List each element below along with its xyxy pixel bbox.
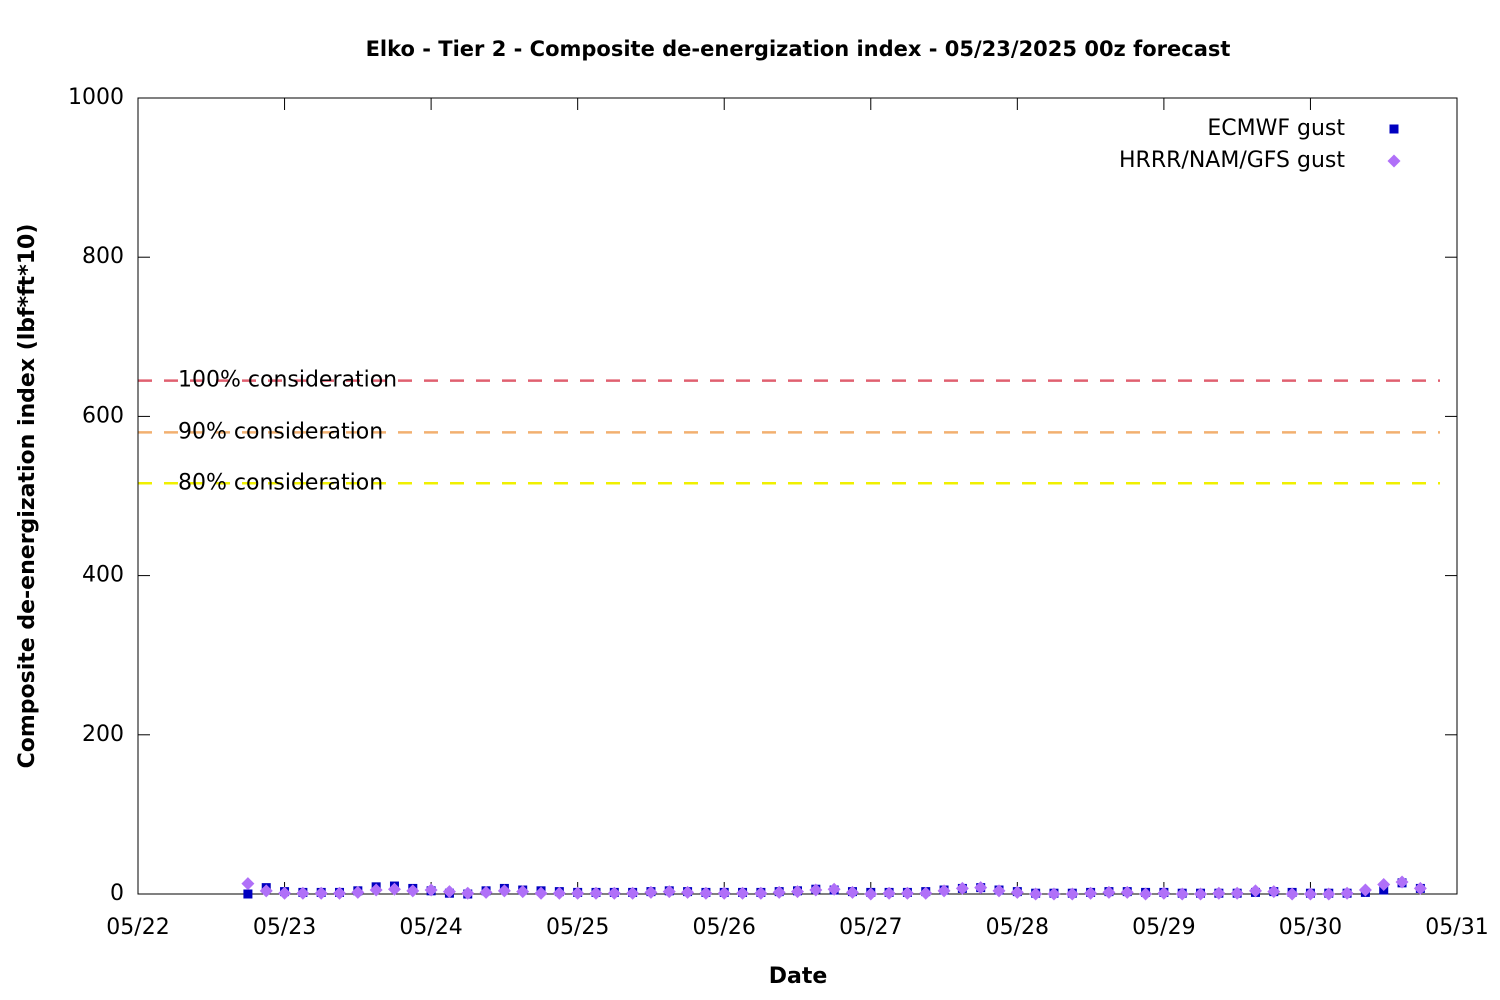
legend-label: HRRR/NAM/GFS gust <box>1119 148 1345 173</box>
legend-marker <box>1389 124 1399 134</box>
point <box>1322 887 1336 901</box>
point <box>1029 887 1043 901</box>
point <box>259 884 273 898</box>
y-tick-label: 1000 <box>68 85 124 110</box>
point <box>681 885 695 899</box>
point <box>571 886 585 900</box>
point <box>1102 885 1116 899</box>
x-tick-label: 05/28 <box>986 915 1049 940</box>
point <box>827 882 841 896</box>
x-tick-label: 05/24 <box>399 915 462 940</box>
point <box>1175 887 1189 901</box>
point <box>1358 883 1372 897</box>
point <box>626 886 640 900</box>
point <box>919 886 933 900</box>
reference-label: 80% consideration <box>178 470 383 495</box>
point <box>1010 885 1024 899</box>
y-tick-label: 400 <box>82 563 124 588</box>
point <box>314 886 328 900</box>
point <box>1194 887 1208 901</box>
point <box>1303 887 1317 901</box>
x-tick-label: 05/31 <box>1425 915 1488 940</box>
y-tick-label: 0 <box>110 881 124 906</box>
point <box>717 886 731 900</box>
point <box>442 885 456 899</box>
point <box>644 885 658 899</box>
x-tick-label: 05/30 <box>1279 915 1342 940</box>
point <box>1065 887 1079 901</box>
point <box>900 886 914 900</box>
x-axis-label: Date <box>769 964 828 989</box>
point <box>243 889 253 899</box>
point <box>607 886 621 900</box>
point <box>754 886 768 900</box>
point <box>992 884 1006 898</box>
point <box>369 883 383 897</box>
point <box>772 885 786 899</box>
point <box>552 886 566 900</box>
point <box>1157 886 1171 900</box>
point <box>1285 887 1299 901</box>
point <box>845 885 859 899</box>
point <box>1047 887 1061 901</box>
x-tick-label: 05/26 <box>693 915 756 940</box>
point <box>974 881 988 895</box>
point <box>351 885 365 899</box>
x-tick-label: 05/25 <box>546 915 609 940</box>
point <box>1267 885 1281 899</box>
point <box>424 883 438 897</box>
point <box>1377 877 1391 891</box>
point <box>791 885 804 899</box>
y-axis-label: Composite de-energization index (lbf*ft*… <box>15 224 40 769</box>
x-tick-label: 05/27 <box>839 915 902 940</box>
point <box>882 886 896 900</box>
point <box>1120 885 1134 899</box>
point <box>333 886 347 900</box>
x-tick-label: 05/29 <box>1132 915 1195 940</box>
point <box>955 881 969 895</box>
point <box>1413 881 1427 895</box>
point <box>809 883 823 897</box>
point <box>296 886 310 900</box>
chart-title: Elko - Tier 2 - Composite de-energizatio… <box>366 37 1231 61</box>
point <box>1340 886 1354 900</box>
point <box>1212 886 1226 900</box>
point <box>1084 886 1098 900</box>
point <box>1230 886 1244 900</box>
point <box>534 886 548 900</box>
point <box>241 877 255 891</box>
x-tick-label: 05/23 <box>253 915 316 940</box>
point <box>406 884 420 898</box>
point <box>699 886 713 900</box>
reference-label: 90% consideration <box>178 419 383 444</box>
point <box>736 886 750 900</box>
x-tick-label: 05/22 <box>106 915 169 940</box>
point <box>1139 887 1153 901</box>
point <box>662 885 676 899</box>
point <box>278 886 292 900</box>
point <box>516 885 530 899</box>
y-tick-label: 600 <box>82 403 124 428</box>
legend-marker <box>1387 154 1401 168</box>
point <box>1395 875 1409 889</box>
reference-label: 100% consideration <box>178 368 397 393</box>
point <box>864 887 878 901</box>
point <box>589 886 603 900</box>
y-tick-label: 800 <box>82 244 124 269</box>
y-tick-label: 200 <box>82 722 124 747</box>
point <box>1248 884 1262 898</box>
point <box>387 882 401 896</box>
point <box>479 885 493 899</box>
point <box>937 884 951 898</box>
point <box>497 884 511 898</box>
legend-label: ECMWF gust <box>1207 116 1345 141</box>
point <box>461 886 475 900</box>
